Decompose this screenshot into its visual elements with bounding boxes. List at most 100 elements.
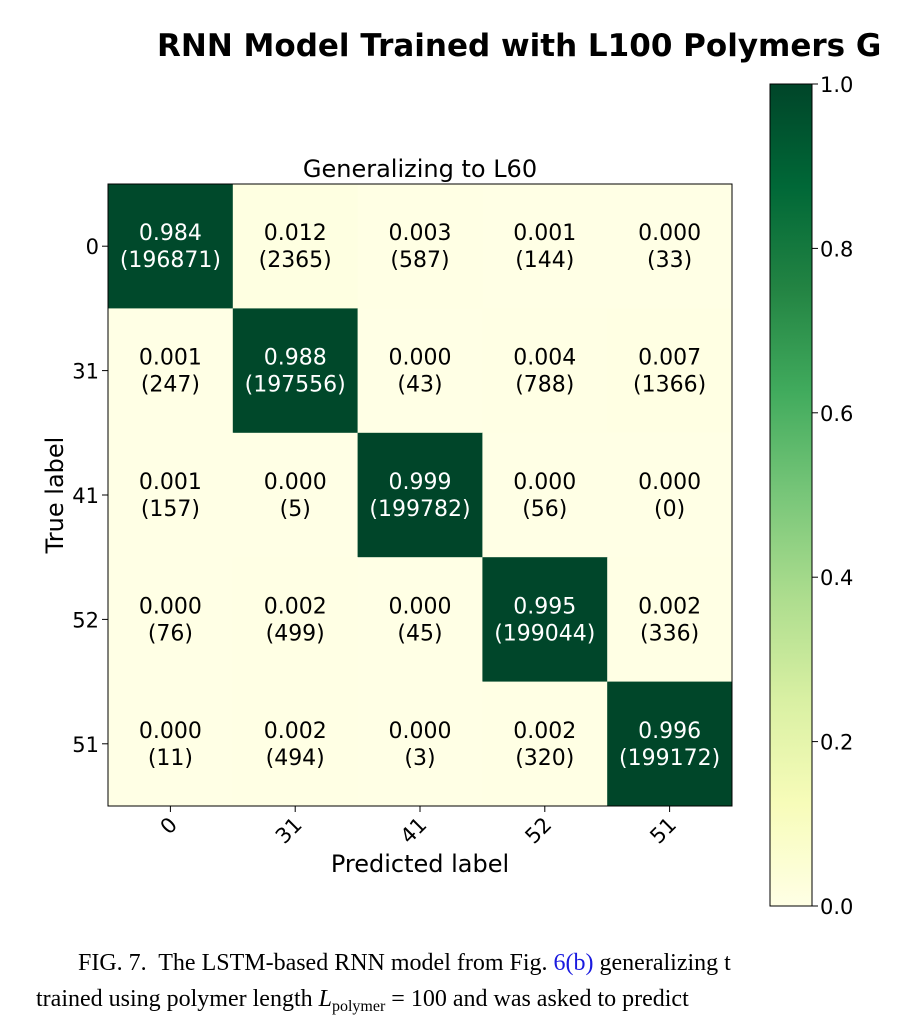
heatmap-cell: 0.995(199044) [482,557,608,683]
heatmap-cell-fill [232,557,359,683]
x-tick-label: 52 [520,813,556,849]
colorbar-tick-label: 0.2 [820,731,853,755]
heatmap-cell-fill [482,681,608,807]
cell-count-label: (587) [390,248,449,273]
cell-value-label: 0.000 [638,470,701,495]
heatmap-cell: 0.012(2365) [232,184,359,309]
heatmap-cell-fill [482,557,608,683]
cell-value-label: 0.002 [264,719,327,744]
cell-value-label: 0.003 [389,221,452,246]
heatmap-cell: 0.004(788) [482,308,608,434]
heatmap-cell-fill [482,184,608,309]
cell-count-label: (43) [397,373,442,398]
x-axis: 0 31 41 52 51 [156,806,681,849]
cell-count-label: (33) [647,248,692,273]
caption-text-2b: = 100 and was asked to predict [391,986,689,1012]
cell-count-label: (144) [515,248,574,273]
cell-value-label: 0.995 [513,594,576,619]
cell-value-label: 0.007 [638,346,701,371]
heatmap-cell-fill [482,308,608,434]
heatmap-cell-fill [357,557,483,683]
y-tick-label: 31 [72,360,99,384]
cell-value-label: 0.002 [513,719,576,744]
colorbar-ticks: 0.0 0.2 0.4 0.6 0.8 1.0 [812,73,853,919]
heatmap-cell-fill [357,184,483,309]
x-tick-label: 31 [271,813,307,849]
cell-value-label: 0.001 [139,470,202,495]
heatmap-cell-fill [108,308,234,434]
heatmap-cell-fill [607,184,733,309]
heatmap-cell: 0.999(199782) [357,432,483,558]
heatmap-cell: 0.000(33) [607,184,733,309]
cell-value-label: 0.000 [389,719,452,744]
colorbar-tick-label: 1.0 [820,73,853,97]
cell-value-label: 0.999 [389,470,452,495]
cell-value-label: 0.000 [389,346,452,371]
cell-count-label: (247) [141,373,200,398]
caption-line-1: FIG. 7. The LSTM-based RNN model from Fi… [0,950,902,977]
x-tick-label: 51 [645,813,681,849]
y-tick-label: 52 [72,608,99,632]
y-tick-label: 0 [86,235,99,259]
cell-count-label: (320) [515,746,574,771]
heatmap-cell-fill [108,432,234,558]
cell-count-label: (199782) [369,497,470,522]
heatmap-cell: 0.000(5) [232,432,359,558]
cell-count-label: (3) [404,746,435,771]
cell-value-label: 0.002 [264,594,327,619]
caption-line-2: trained using polymer length Lpolymer = … [0,986,902,1016]
heatmap-cell: 0.000(43) [357,308,483,434]
cell-value-label: 0.000 [389,594,452,619]
heatmap-cell-fill [232,432,359,558]
y-axis-label: True label [41,437,69,555]
heatmap-cell-fill [607,681,733,807]
cell-value-label: 0.984 [139,221,202,246]
heatmap-cell: 0.984(196871) [108,184,234,309]
heatmap-cell-fill [357,681,483,807]
caption-fig-label: FIG. 7. [78,950,147,976]
caption-figure-link[interactable]: 6(b) [553,950,594,976]
heatmap-cell: 0.002(499) [232,557,359,683]
heatmap-cell: 0.002(494) [232,681,359,807]
heatmap-cell: 0.002(320) [482,681,608,807]
heatmap-cell-fill [232,184,359,309]
heatmap-cell-fill [232,308,359,434]
heatmap-cell-fill [108,681,234,807]
heatmap-cell-fill [108,184,234,309]
cell-count-label: (499) [266,621,325,646]
heatmap-cell: 0.001(247) [108,308,234,434]
caption-math-var: L [318,986,332,1012]
cell-value-label: 0.000 [264,470,327,495]
cell-value-label: 0.004 [513,346,576,371]
cell-count-label: (56) [522,497,567,522]
heatmap-cell-fill [607,557,733,683]
y-axis: 0 31 41 52 51 [72,235,108,757]
heatmap-cell: 0.000(76) [108,557,234,683]
heatmap-cell: 0.002(336) [607,557,733,683]
cell-count-label: (336) [640,621,699,646]
colorbar-tick-label: 0.0 [820,895,853,919]
cell-count-label: (11) [148,746,193,771]
caption-text-1a: The LSTM-based RNN model from Fig. [158,950,548,976]
x-axis-label: Predicted label [331,850,509,878]
colorbar-tick-label: 0.6 [820,402,853,426]
cell-count-label: (0) [654,497,685,522]
heatmap-cell-fill [108,557,234,683]
confusion-matrix-figure: RNN Model Trained with L100 Polymers G G… [41,28,881,919]
heatmap-cell-fill [357,432,483,558]
cell-count-label: (199044) [494,621,595,646]
heatmap-cell: 0.000(3) [357,681,483,807]
cell-count-label: (199172) [619,746,720,771]
cell-value-label: 0.000 [638,221,701,246]
cell-value-label: 0.001 [139,346,202,371]
y-tick-label: 51 [72,733,99,757]
cell-value-label: 0.000 [139,719,202,744]
heatmap-cell-fill [607,432,733,558]
cell-count-label: (494) [266,746,325,771]
heatmap-cell: 0.003(587) [357,184,483,309]
heatmap-cell-fill [607,308,733,434]
caption-text-1b: generalizing t [599,950,731,976]
heatmap-cell: 0.996(199172) [607,681,733,807]
heatmap-cell: 0.007(1366) [607,308,733,434]
heatmap-cell: 0.001(144) [482,184,608,309]
